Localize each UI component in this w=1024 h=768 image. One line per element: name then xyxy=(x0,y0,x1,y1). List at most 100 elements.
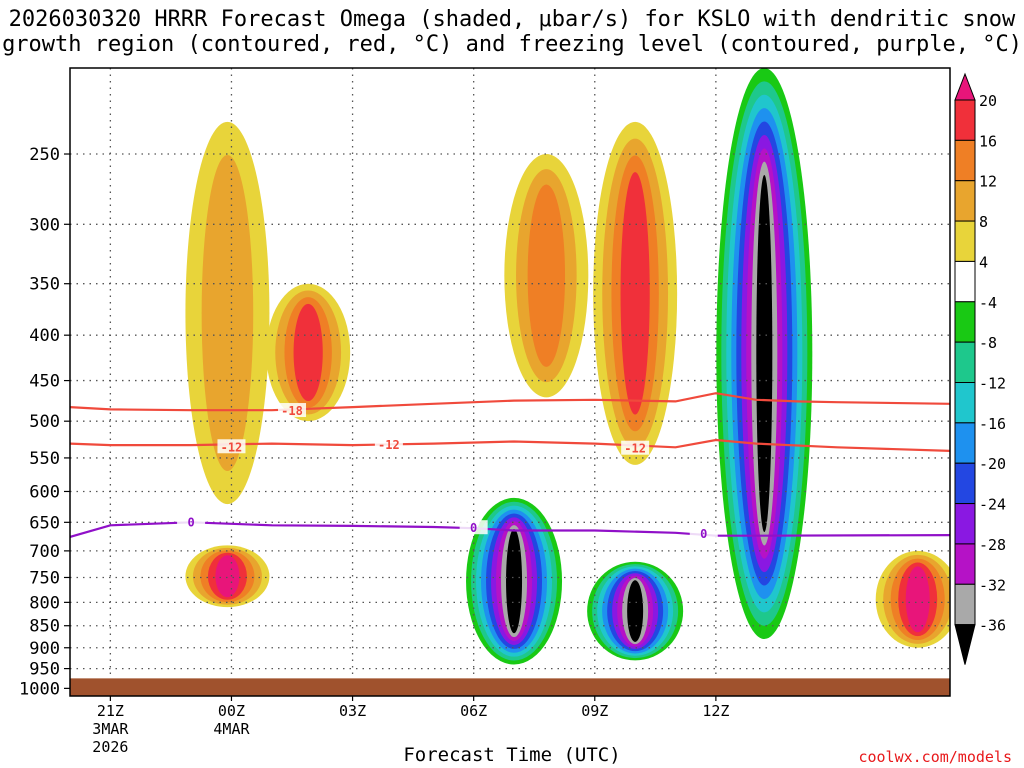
y-tick-label-350: 350 xyxy=(29,275,60,295)
colorbar-swatch--32--28 xyxy=(954,543,976,585)
omega-contour-22 xyxy=(215,555,240,598)
colorbar-swatch-4-8 xyxy=(954,220,976,262)
omega-contour-22 xyxy=(905,566,930,633)
colorbar-swatch--20--16 xyxy=(954,422,976,464)
plot-frame xyxy=(69,67,951,697)
y-tick-label-450: 450 xyxy=(29,372,60,392)
contour-label-bg xyxy=(177,514,206,529)
omega-feature-0 xyxy=(716,68,813,640)
x-tick-label-03Z: 03Z xyxy=(339,702,366,720)
y-tick-label-900: 900 xyxy=(29,639,60,659)
x-tick-label-12Z: 12Z xyxy=(702,702,729,720)
contour-label--18-0: -18 xyxy=(281,404,303,418)
contour-label-bg xyxy=(374,437,403,452)
y-tick-label-1000: 1000 xyxy=(19,679,60,699)
contour-line--12 xyxy=(70,438,950,452)
y-tick-label-850: 850 xyxy=(29,617,60,637)
omega-feature-6 xyxy=(504,153,589,398)
contour-label--12-0: -12 xyxy=(221,440,243,454)
omega-contour--38 xyxy=(506,529,523,634)
colorbar-label--12: -12 xyxy=(979,375,1006,393)
colorbar-label-8: 8 xyxy=(979,213,988,231)
x-tick-label-21Z: 21Z xyxy=(97,702,124,720)
grid xyxy=(70,68,950,696)
contour-label-bg xyxy=(217,439,246,454)
omega-shading xyxy=(185,68,950,665)
y-tick-label-500: 500 xyxy=(29,412,60,432)
contour-label-bg xyxy=(278,403,307,418)
colorbar-top-arrow xyxy=(954,72,976,101)
omega-contour-18 xyxy=(293,303,323,402)
colorbar-label--32: -32 xyxy=(979,576,1006,594)
contour-line--18 xyxy=(70,392,950,412)
contour-label--12-2: -12 xyxy=(624,442,646,456)
omega-feature-4 xyxy=(266,283,351,422)
chart-title-line-1: 2026030320 HRRR Forecast Omega (shaded, … xyxy=(8,7,1016,32)
omega-contour-18 xyxy=(620,172,650,415)
x-axis-title: Forecast Time (UTC) xyxy=(403,744,621,766)
y-tick-label-600: 600 xyxy=(29,482,60,502)
colorbar-label--36: -36 xyxy=(979,617,1006,635)
colorbar-label-12: 12 xyxy=(979,173,997,191)
ground-fill xyxy=(70,678,950,696)
y-tick-label-700: 700 xyxy=(29,542,60,562)
colorbar-label-4: 4 xyxy=(979,253,988,271)
omega-contour-14 xyxy=(527,184,566,367)
colorbar-label-16: 16 xyxy=(979,132,997,150)
contour-label-0-2: 0 xyxy=(700,527,707,541)
y-tick-label-250: 250 xyxy=(29,145,60,165)
colorbar-bottom-arrow xyxy=(954,624,976,665)
colorbar-label--20: -20 xyxy=(979,455,1006,473)
omega-feature-3 xyxy=(185,121,270,505)
omega-feature-7 xyxy=(593,121,678,465)
colorbar-swatch--4-4 xyxy=(954,260,976,303)
temperature-contours: -18 -12 -12 -12 0 0 0 xyxy=(70,392,950,541)
colorbar-swatch--36--32 xyxy=(954,583,976,626)
chart-title-line-2: growth region (contoured, red, °C) and f… xyxy=(2,32,1022,57)
colorbar-label--4: -4 xyxy=(979,294,997,312)
y-axis-pressure: 2503003504004505005506006507007508008509… xyxy=(19,145,70,699)
omega-feature-5 xyxy=(185,545,270,608)
y-tick-label-300: 300 xyxy=(29,215,60,235)
colorbar-label--16: -16 xyxy=(979,415,1006,433)
omega-contour--38 xyxy=(756,175,773,533)
omega-contour--38 xyxy=(627,580,644,642)
y-tick-label-750: 750 xyxy=(29,568,60,588)
colorbar-swatch-12-16 xyxy=(954,139,976,182)
colorbar-swatch--16--12 xyxy=(954,382,976,424)
colorbar-label-20: 20 xyxy=(979,92,997,110)
colorbar-swatch--28--24 xyxy=(954,503,976,545)
omega-feature-8 xyxy=(875,550,950,648)
x-tick-sublabel-4MAR: 4MAR xyxy=(213,720,250,738)
y-tick-label-800: 800 xyxy=(29,593,60,613)
contour-label-bg xyxy=(459,520,488,535)
colorbar-swatch-16-20 xyxy=(954,99,976,141)
y-tick-label-650: 650 xyxy=(29,513,60,533)
omega-feature-1 xyxy=(466,497,563,665)
colorbar-swatch--8--4 xyxy=(954,301,976,343)
colorbar-swatch-8-12 xyxy=(954,180,976,222)
contour-label-bg xyxy=(621,440,650,455)
ground-below-surface xyxy=(70,678,950,696)
colorbar-swatch--24--20 xyxy=(954,462,976,505)
y-tick-label-400: 400 xyxy=(29,326,60,346)
x-tick-label-00Z: 00Z xyxy=(218,702,245,720)
omega-contour-10 xyxy=(201,154,254,471)
contour-label-bg xyxy=(689,526,718,541)
colorbar-label--28: -28 xyxy=(979,536,1006,554)
x-tick-label-09Z: 09Z xyxy=(581,702,608,720)
contour-label--12-1: -12 xyxy=(378,438,400,452)
omega-feature-2 xyxy=(587,561,684,661)
colorbar: 20 16 12 8 4 -4 -8 -12 -16 -20 -24 -28 -32 -36 xyxy=(954,72,1006,665)
site-credit: coolwx.com/models xyxy=(858,748,1012,766)
colorbar-swatch--12--8 xyxy=(954,341,976,383)
x-tick-sublabel-2026: 2026 xyxy=(92,738,128,756)
colorbar-label--8: -8 xyxy=(979,334,997,352)
colorbar-label--24: -24 xyxy=(979,496,1006,514)
y-tick-label-950: 950 xyxy=(29,660,60,680)
contour-label-0-1: 0 xyxy=(470,521,477,535)
contour-label-0-0: 0 xyxy=(187,515,194,529)
x-tick-sublabel-3MAR: 3MAR xyxy=(92,720,129,738)
